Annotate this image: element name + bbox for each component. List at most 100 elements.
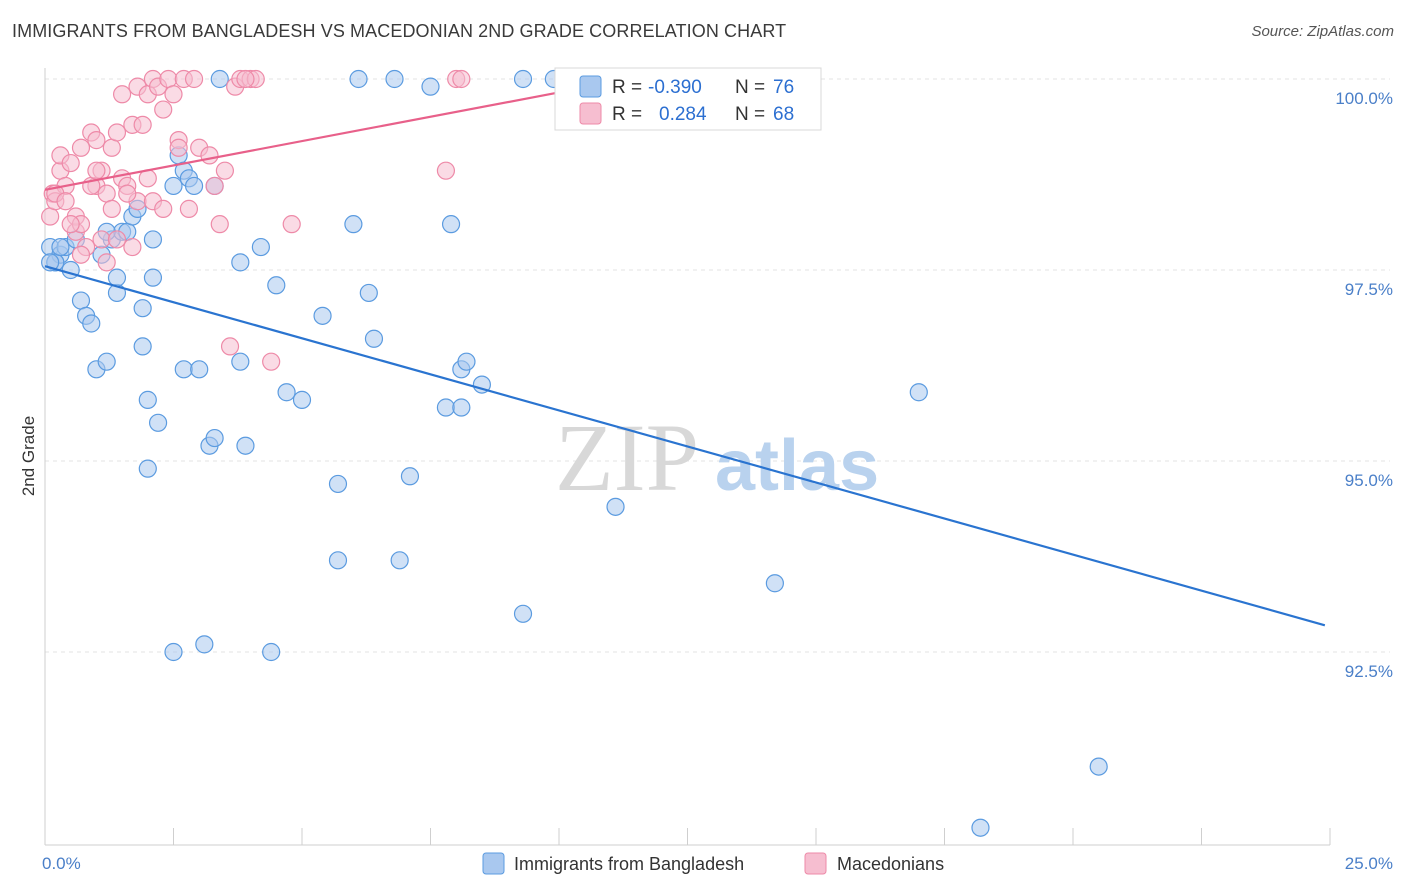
watermark-zip: ZIP	[555, 404, 699, 511]
point-bangladesh	[148, 413, 168, 432]
point-macedonians	[56, 192, 75, 211]
legend-swatch-macedonians	[804, 852, 827, 875]
trend-lines	[44, 89, 1326, 627]
point-macedonians	[123, 237, 142, 257]
point-macedonians	[169, 138, 188, 157]
point-bangladesh	[441, 215, 461, 234]
point-bangladesh	[210, 69, 229, 89]
point-bangladesh	[143, 230, 163, 249]
point-bangladesh	[328, 551, 348, 570]
point-macedonians	[61, 153, 80, 173]
point-bangladesh	[236, 436, 255, 455]
point-bangladesh	[385, 69, 404, 89]
point-bangladesh	[313, 306, 332, 325]
legend-n-value-2: 68	[773, 104, 794, 125]
x-tick-label-min: 0.0%	[42, 854, 81, 873]
point-macedonians	[154, 199, 173, 218]
point-bangladesh	[164, 642, 183, 662]
point-bangladesh	[251, 237, 270, 257]
legend-r-value-1: -0.390	[648, 77, 702, 98]
point-macedonians	[262, 352, 281, 371]
series-legend: Immigrants from Bangladesh Macedonians	[482, 852, 944, 875]
point-macedonians	[112, 85, 132, 104]
point-macedonians	[179, 199, 199, 218]
legend-label-bangladesh: Immigrants from Bangladesh	[514, 854, 744, 874]
point-macedonians	[210, 215, 229, 234]
point-macedonians	[220, 337, 240, 356]
point-bangladesh	[364, 329, 384, 348]
point-macedonians	[97, 184, 116, 203]
legend-r-value-2: 0.284	[659, 104, 707, 125]
point-macedonians	[102, 138, 121, 157]
point-macedonians	[71, 138, 91, 157]
point-bangladesh	[231, 253, 250, 272]
point-bangladesh	[97, 352, 116, 371]
point-bangladesh	[174, 360, 193, 379]
point-bangladesh	[138, 459, 157, 478]
point-bangladesh	[133, 337, 152, 356]
point-bangladesh	[164, 176, 183, 196]
point-bangladesh	[205, 428, 224, 448]
point-macedonians	[61, 215, 80, 234]
point-bangladesh	[344, 215, 363, 234]
y-axis-label: 2nd Grade	[19, 416, 38, 496]
point-macedonians	[282, 215, 301, 234]
point-macedonians	[97, 253, 116, 272]
point-bangladesh	[277, 383, 296, 402]
trend-line-bangladesh	[44, 265, 1326, 627]
point-macedonians	[452, 69, 471, 89]
trend-line-macedonians	[44, 89, 570, 191]
point-bangladesh	[349, 69, 368, 89]
point-bangladesh	[436, 398, 456, 417]
legend-label-macedonians: Macedonians	[837, 854, 944, 874]
point-macedonians	[87, 131, 106, 150]
point-bangladesh	[143, 268, 163, 287]
point-bangladesh	[71, 291, 91, 310]
legend-swatch-bangladesh	[482, 852, 505, 875]
point-macedonians	[133, 115, 152, 134]
point-macedonians	[107, 230, 127, 249]
point-bangladesh	[133, 299, 152, 318]
point-bangladesh	[231, 352, 250, 371]
y-tick-label: 97.5%	[1345, 280, 1393, 299]
point-macedonians	[41, 207, 60, 226]
point-macedonians	[184, 69, 204, 89]
point-macedonians	[107, 123, 127, 142]
legend-swatch-pink	[579, 102, 602, 125]
point-bangladesh	[390, 551, 409, 570]
x-tick-label-max: 25.0%	[1345, 854, 1393, 873]
legend-r-label-1: R =	[612, 77, 642, 98]
point-macedonians	[154, 100, 173, 119]
point-bangladesh	[184, 176, 204, 196]
point-bangladesh	[452, 398, 471, 417]
point-bangladesh	[328, 474, 348, 494]
y-tick-label: 100.0%	[1335, 89, 1393, 108]
point-bangladesh	[606, 497, 625, 516]
point-bangladesh	[971, 818, 990, 837]
point-bangladesh	[457, 352, 476, 371]
y-tick-label: 92.5%	[1345, 662, 1393, 681]
point-macedonians	[205, 176, 224, 196]
point-macedonians	[102, 199, 121, 218]
point-bangladesh	[909, 383, 928, 402]
point-bangladesh	[82, 314, 101, 333]
point-bangladesh	[292, 390, 312, 409]
point-bangladesh	[262, 642, 281, 662]
point-macedonians	[87, 161, 106, 180]
point-macedonians	[118, 184, 137, 203]
point-bangladesh	[51, 237, 70, 257]
point-bangladesh	[513, 604, 533, 623]
chart-title: IMMIGRANTS FROM BANGLADESH VS MACEDONIAN…	[12, 21, 787, 41]
legend-n-value-1: 76	[773, 77, 794, 98]
legend-n-label-1: N =	[735, 77, 765, 98]
stats-legend: R = -0.390 N = 76 R = 0.284 N = 68	[554, 67, 822, 131]
legend-n-label-2: N =	[735, 104, 765, 125]
point-bangladesh	[765, 574, 784, 593]
data-points	[41, 69, 1108, 837]
point-bangladesh	[421, 77, 440, 96]
point-bangladesh	[513, 69, 533, 89]
point-macedonians	[92, 230, 111, 249]
legend-swatch-blue	[579, 75, 602, 98]
legend-r-label-2: R =	[612, 104, 642, 125]
